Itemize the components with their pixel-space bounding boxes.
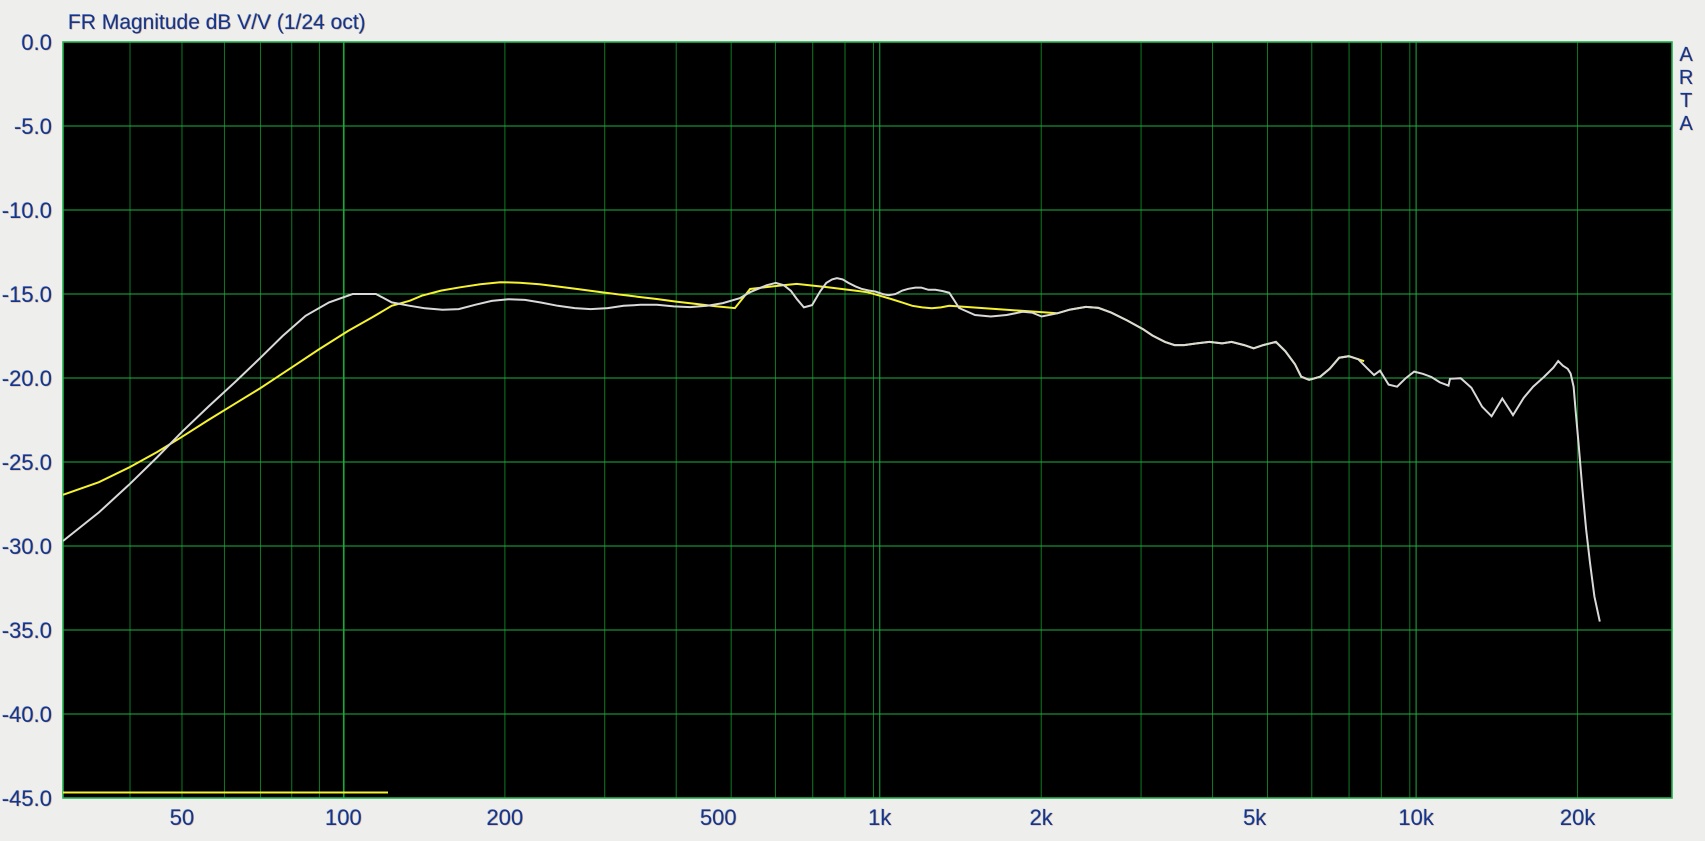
svg-text:100: 100: [325, 805, 362, 830]
svg-text:-25.0: -25.0: [2, 450, 52, 475]
svg-text:-10.0: -10.0: [2, 198, 52, 223]
svg-text:10k: 10k: [1398, 805, 1434, 830]
svg-text:50: 50: [170, 805, 194, 830]
svg-text:2k: 2k: [1030, 805, 1054, 830]
svg-text:5k: 5k: [1243, 805, 1267, 830]
svg-text:-35.0: -35.0: [2, 618, 52, 643]
svg-text:0.0: 0.0: [21, 30, 52, 55]
svg-text:-5.0: -5.0: [14, 114, 52, 139]
svg-text:500: 500: [700, 805, 737, 830]
svg-text:20k: 20k: [1560, 805, 1596, 830]
svg-text:-15.0: -15.0: [2, 282, 52, 307]
svg-text:-40.0: -40.0: [2, 702, 52, 727]
svg-text:200: 200: [487, 805, 524, 830]
svg-text:1k: 1k: [868, 805, 892, 830]
svg-text:-45.0: -45.0: [2, 786, 52, 811]
svg-text:-20.0: -20.0: [2, 366, 52, 391]
svg-text:-30.0: -30.0: [2, 534, 52, 559]
